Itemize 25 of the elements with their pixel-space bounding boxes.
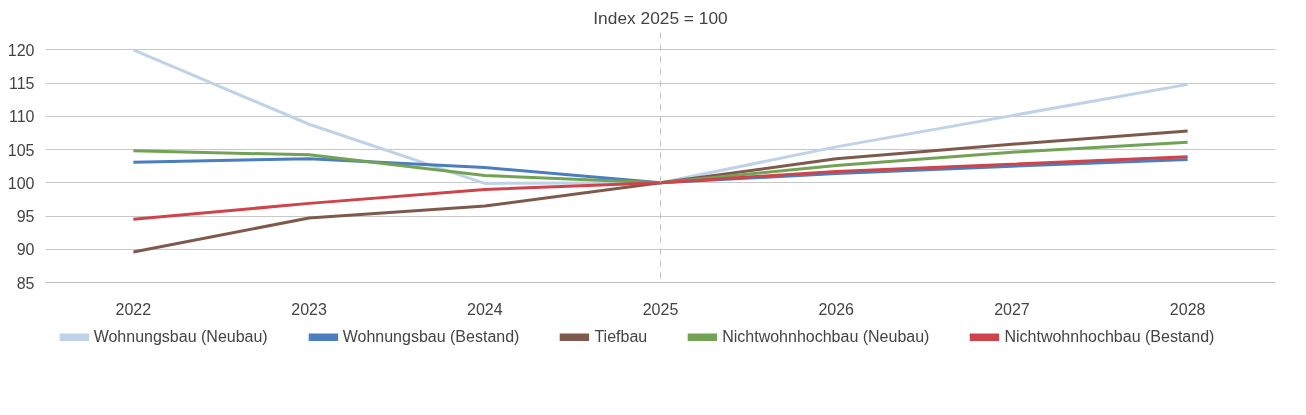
y-tick-label: 100 — [7, 174, 35, 192]
line-series — [131, 129, 1190, 254]
line-series — [131, 155, 1190, 221]
y-tick-label: 90 — [16, 241, 35, 259]
y-tick-label: 95 — [16, 208, 35, 226]
legend-label: Nichtwohnhochbau (Neubau) — [722, 328, 930, 346]
line-series — [131, 48, 1190, 185]
x-tick-label: 2027 — [994, 300, 1030, 318]
y-tick-label: 120 — [7, 41, 35, 59]
y-tick-label: 110 — [8, 108, 35, 126]
chart-title: Index 2025 = 100 — [593, 7, 728, 28]
legend-label: Tiefbau — [594, 328, 648, 346]
x-tick-label: 2023 — [291, 300, 327, 318]
x-tick-label: 2026 — [818, 300, 855, 318]
legend-label: Wohnungsbau (Neubau) — [93, 328, 268, 346]
y-tick-label: 85 — [16, 274, 35, 292]
x-tick-label: 2028 — [1169, 300, 1206, 318]
y-tick-label: 105 — [7, 141, 35, 159]
legend-label: Wohnungsbau (Bestand) — [342, 328, 520, 346]
legend-label: Nichtwohnhochbau (Bestand) — [1004, 328, 1215, 346]
line-series — [131, 140, 1190, 185]
x-tick-label: 2022 — [115, 300, 152, 318]
x-tick-label: 2024 — [466, 300, 503, 318]
x-tick-label: 2025 — [642, 300, 679, 318]
y-tick-label: 115 — [8, 75, 35, 93]
